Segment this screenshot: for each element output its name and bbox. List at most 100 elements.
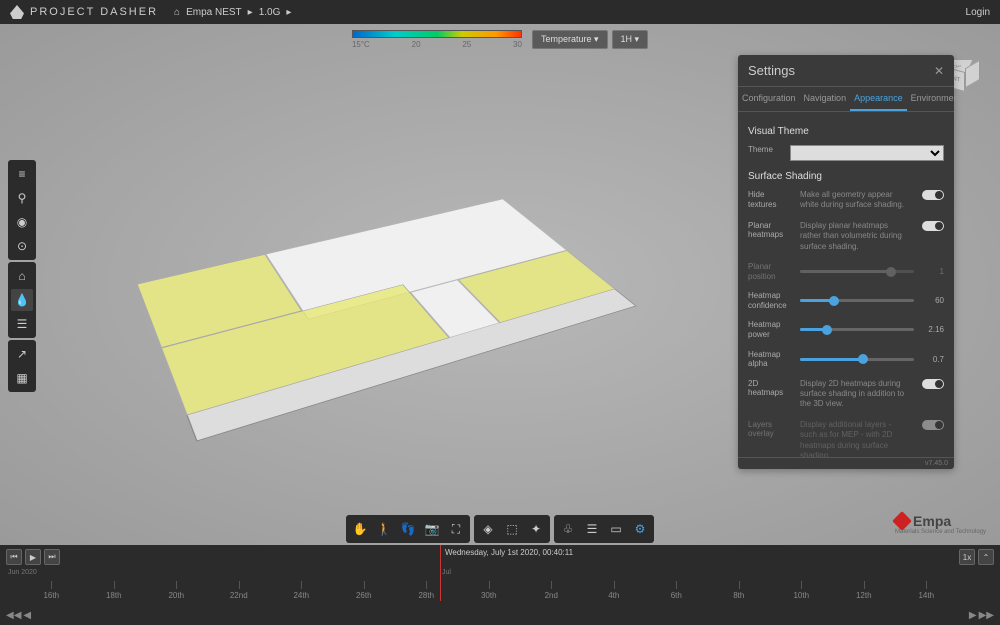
target-icon[interactable]: ⊙ xyxy=(11,235,33,257)
heatmap-confidence-slider[interactable] xyxy=(800,299,914,302)
building-model[interactable] xyxy=(110,134,660,464)
timeline-bar: ⏮ ▶ ⏭ 1x ⌃ Wednesday, July 1st 2020, 00:… xyxy=(0,545,1000,625)
box-icon[interactable]: ⬚ xyxy=(501,518,523,540)
scale-tick: 20 xyxy=(412,40,421,49)
heatmap-alpha-slider[interactable] xyxy=(800,358,914,361)
layers-icon[interactable]: ☰ xyxy=(11,313,33,335)
home-icon[interactable]: ⌂ xyxy=(11,265,33,287)
layers-overlay-toggle xyxy=(922,420,944,430)
tab-appearance[interactable]: Appearance xyxy=(850,87,907,111)
home-icon[interactable]: ⌂ xyxy=(174,7,180,18)
app-name: PROJECT DASHER xyxy=(30,6,158,18)
timeline-stepback-icon[interactable]: ◀ xyxy=(23,610,31,621)
timeline-rewind-icon[interactable]: ◀◀ xyxy=(6,610,21,621)
heatmap-confidence-label: Heatmap confidence xyxy=(748,291,792,310)
empa-name: Empa xyxy=(913,513,951,529)
heatmap-alpha-label: Heatmap alpha xyxy=(748,350,792,369)
theme-label: Theme xyxy=(748,145,782,155)
planar-heatmaps-desc: Display planar heatmaps rather than volu… xyxy=(800,221,910,252)
close-icon[interactable]: ✕ xyxy=(934,64,944,78)
empa-subtitle: Materials Science and Technology xyxy=(895,529,986,535)
planar-position-value: 1 xyxy=(922,267,944,276)
timeline-tick-label: 4th xyxy=(608,591,619,600)
sensor-type-dropdown[interactable]: Temperature ▾ xyxy=(532,30,608,49)
timeline-prev-icon[interactable]: ⏮ xyxy=(6,549,22,565)
2d-heatmaps-toggle[interactable] xyxy=(922,379,944,389)
scale-tick: 25 xyxy=(462,40,471,49)
planar-position-slider xyxy=(800,270,914,273)
share-icon[interactable]: ↗ xyxy=(11,343,33,365)
timeline-tick-label: 8th xyxy=(733,591,744,600)
tab-configuration[interactable]: Configuration xyxy=(738,87,800,111)
planar-position-label: Planar position xyxy=(748,262,792,281)
2d-heatmaps-desc: Display 2D heatmaps during surface shadi… xyxy=(800,379,910,410)
hand-icon[interactable]: ✋ xyxy=(349,518,371,540)
timeline-next-icon[interactable]: ⏭ xyxy=(44,549,60,565)
camera-icon[interactable]: 📷 xyxy=(421,518,443,540)
login-link[interactable]: Login xyxy=(966,7,990,18)
gear-icon[interactable]: ⚙ xyxy=(629,518,651,540)
feet-icon[interactable]: 👣 xyxy=(397,518,419,540)
timeline-tick-label: 12th xyxy=(856,591,872,600)
drop-icon[interactable]: 💧 xyxy=(11,289,33,311)
layers-overlay-desc: Display additional layers - such as for … xyxy=(800,420,910,457)
timeline-play-icon[interactable]: ▶ xyxy=(25,549,41,565)
heatmap-power-label: Heatmap power xyxy=(748,320,792,339)
temperature-gradient xyxy=(352,30,522,38)
settings-title: Settings xyxy=(748,63,795,78)
tab-navigation[interactable]: Navigation xyxy=(800,87,851,111)
tab-environment[interactable]: Environment xyxy=(907,87,966,111)
timeline-collapse-icon[interactable]: ⌃ xyxy=(978,549,994,565)
timeline-current-label: Wednesday, July 1st 2020, 00:40:11 xyxy=(442,547,576,558)
heatmap-power-slider[interactable] xyxy=(800,328,914,331)
version-label: v7.45.0 xyxy=(738,457,954,469)
app-logo[interactable]: PROJECT DASHER xyxy=(10,5,158,19)
bottom-toolbar: ✋ 🚶 👣 📷 ⛶ ◈ ⬚ ✦ ♧ ☰ ▭ ⚙ xyxy=(346,515,654,543)
stack-icon[interactable]: ☰ xyxy=(581,518,603,540)
theme-select[interactable] xyxy=(790,145,944,161)
cube-icon[interactable]: ◈ xyxy=(477,518,499,540)
frame-icon[interactable]: ⛶ xyxy=(445,518,467,540)
scale-tick: 30 xyxy=(513,40,522,49)
timeline-ticks[interactable]: 16th18th20th22nd24th26th28th30th2nd4th6t… xyxy=(0,575,1000,595)
timeline-stepfwd-icon[interactable]: ▶ xyxy=(969,610,977,621)
chevron-right-icon: ▸ xyxy=(286,7,291,18)
layers-overlay-label: Layers overlay xyxy=(748,420,792,439)
breadcrumb: ⌂ Empa NEST ▸ 1.0G ▸ xyxy=(174,7,291,18)
planar-heatmaps-label: Planar heatmaps xyxy=(748,221,792,240)
timeline-tick-label: 28th xyxy=(418,591,434,600)
timeline-tick-label: 30th xyxy=(481,591,497,600)
hide-textures-desc: Make all geometry appear white during su… xyxy=(800,190,910,211)
timeline-tick-label: 20th xyxy=(168,591,184,600)
dasher-logo-icon xyxy=(10,5,24,19)
hide-textures-label: Hide textures xyxy=(748,190,792,209)
timeline-fastfwd-icon[interactable]: ▶▶ xyxy=(979,610,994,621)
timeline-tick-label: 2nd xyxy=(545,591,558,600)
section-visual-theme: Visual Theme xyxy=(748,126,944,137)
heatmap-alpha-value: 0.7 xyxy=(922,355,944,364)
empa-icon xyxy=(892,511,912,531)
pin-icon[interactable]: ⚲ xyxy=(11,187,33,209)
list-icon[interactable]: ≡ xyxy=(11,163,33,185)
section-surface-shading: Surface Shading xyxy=(748,171,944,182)
timeline-tick-label: 10th xyxy=(793,591,809,600)
planar-heatmaps-toggle[interactable] xyxy=(922,221,944,231)
timeline-zoom[interactable]: 1x xyxy=(959,549,975,565)
film-icon[interactable]: ▦ xyxy=(11,367,33,389)
scale-min: 15°C xyxy=(352,40,370,49)
eye-icon[interactable]: ◉ xyxy=(11,211,33,233)
hide-textures-toggle[interactable] xyxy=(922,190,944,200)
colorscale-bar: 15°C 20 25 30 Temperature ▾ 1H ▾ xyxy=(352,30,648,49)
timeline-tick-label: 24th xyxy=(293,591,309,600)
heatmap-confidence-value: 60 xyxy=(922,296,944,305)
heatmap-power-value: 2.16 xyxy=(922,325,944,334)
breadcrumb-level[interactable]: 1.0G xyxy=(259,7,281,18)
explode-icon[interactable]: ✦ xyxy=(525,518,547,540)
header-bar: PROJECT DASHER ⌂ Empa NEST ▸ 1.0G ▸ Logi… xyxy=(0,0,1000,24)
breadcrumb-project[interactable]: Empa NEST xyxy=(186,7,242,18)
walk-icon[interactable]: 🚶 xyxy=(373,518,395,540)
tree-icon[interactable]: ♧ xyxy=(557,518,579,540)
screen-icon[interactable]: ▭ xyxy=(605,518,627,540)
time-range-dropdown[interactable]: 1H ▾ xyxy=(612,30,649,49)
empa-logo: Empa Materials Science and Technology xyxy=(895,513,986,535)
